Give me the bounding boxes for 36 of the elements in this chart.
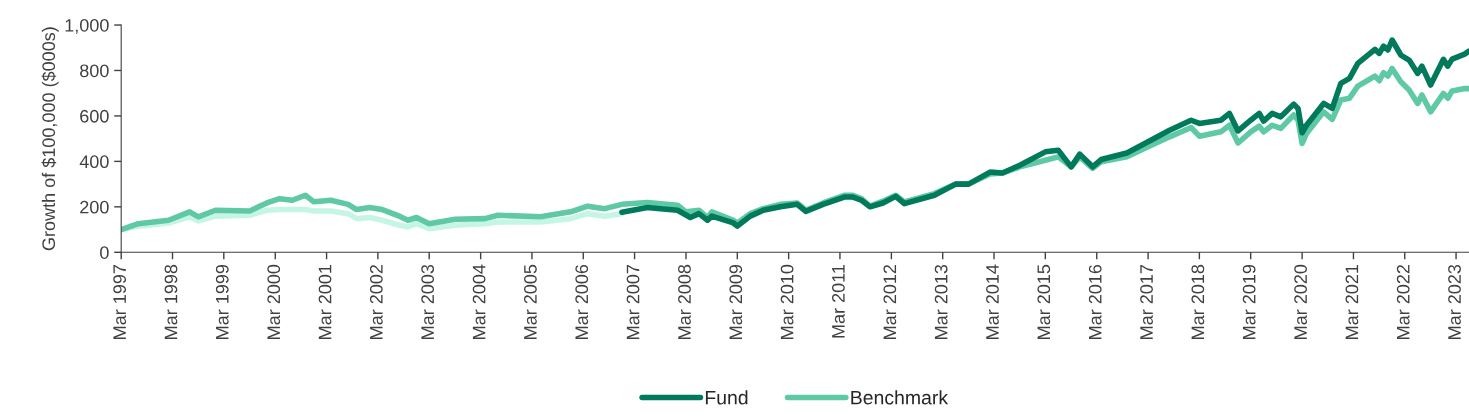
x-tick-label: Mar 1998 xyxy=(164,264,178,339)
x-tick-label: Mar 2010 xyxy=(780,264,794,339)
x-tick-label: Mar 2022 xyxy=(1396,264,1410,339)
x-tick-label: Mar 2006 xyxy=(575,264,589,339)
x-tick-label: Mar 2011 xyxy=(832,264,845,338)
x-tick-label: Mar 2020 xyxy=(1294,264,1307,339)
y-tick-label: 400 xyxy=(79,155,109,169)
x-tick-label: Mar 2016 xyxy=(1088,264,1102,339)
y-tick-label: 0 xyxy=(100,246,109,260)
legend-label: Fund xyxy=(705,390,748,405)
x-tick-label: Mar 2021 xyxy=(1345,264,1359,339)
x-tick-label: Mar 2019 xyxy=(1242,264,1256,339)
x-tick-label: Mar 2007 xyxy=(626,264,640,339)
x-tick-label: Mar 2005 xyxy=(524,264,537,339)
y-tick-label: 200 xyxy=(80,200,109,214)
y-tick-label: 1,000 xyxy=(65,18,109,34)
x-tick-label: Mar 2008 xyxy=(678,264,691,339)
x-tick-label: Mar 2000 xyxy=(267,264,281,339)
x-tick-label: Mar 1999 xyxy=(215,264,229,339)
x-tick-label: Mar 2018 xyxy=(1191,264,1205,339)
x-tick-label: Mar 2014 xyxy=(986,264,999,339)
y-tick-label: 600 xyxy=(80,109,109,123)
x-tick-label: Mar 2017 xyxy=(1140,264,1153,339)
x-tick-label: Mar 2004 xyxy=(472,264,486,339)
x-tick-label: Mar 2013 xyxy=(934,264,948,339)
x-tick-label: Mar 1997 xyxy=(113,264,127,339)
x-tick-label: Mar 2002 xyxy=(369,264,383,339)
x-tick-label: Mar 2001 xyxy=(318,264,332,339)
x-tick-label: Mar 2009 xyxy=(729,264,743,339)
y-axis-title: Growth of $100,000 ($000s) xyxy=(41,27,59,251)
x-tick-label: Mar 2023 xyxy=(1448,264,1461,339)
legend-label: Benchmark xyxy=(851,390,949,405)
x-tick-label: Mar 2012 xyxy=(883,264,897,339)
x-tick-label: Mar 2003 xyxy=(421,264,435,339)
y-tick-label: 800 xyxy=(80,64,109,78)
x-tick-label: Mar 2015 xyxy=(1037,264,1051,339)
